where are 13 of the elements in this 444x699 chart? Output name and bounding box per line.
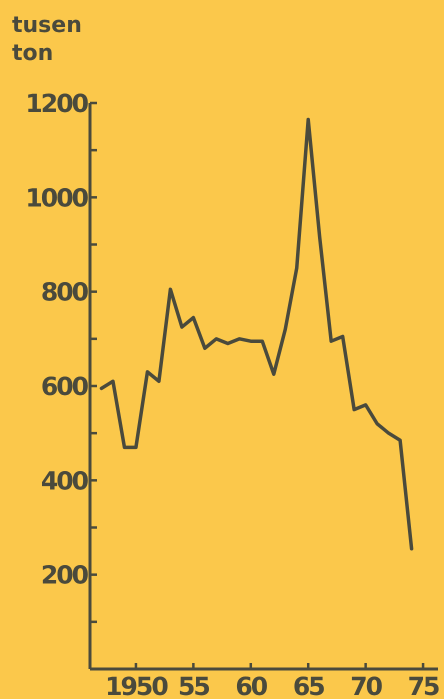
y-tick-label: 1200 bbox=[25, 89, 89, 118]
y-tick-label: 200 bbox=[40, 560, 89, 590]
x-tick-label: 65 bbox=[292, 672, 324, 699]
y-tick-label: 1000 bbox=[25, 183, 89, 212]
x-tick-label: 70 bbox=[350, 672, 383, 699]
x-tick-label: 75 bbox=[408, 672, 440, 699]
x-tick-label: 1950 bbox=[105, 672, 168, 699]
x-tick-label: 60 bbox=[235, 672, 268, 699]
x-tick-label: 55 bbox=[178, 672, 210, 699]
y-tick-label: 400 bbox=[40, 466, 89, 496]
y-axis-title: tusen ton bbox=[12, 13, 82, 66]
y-tick-label: 800 bbox=[40, 278, 89, 307]
y-tick-label: 600 bbox=[40, 372, 89, 401]
